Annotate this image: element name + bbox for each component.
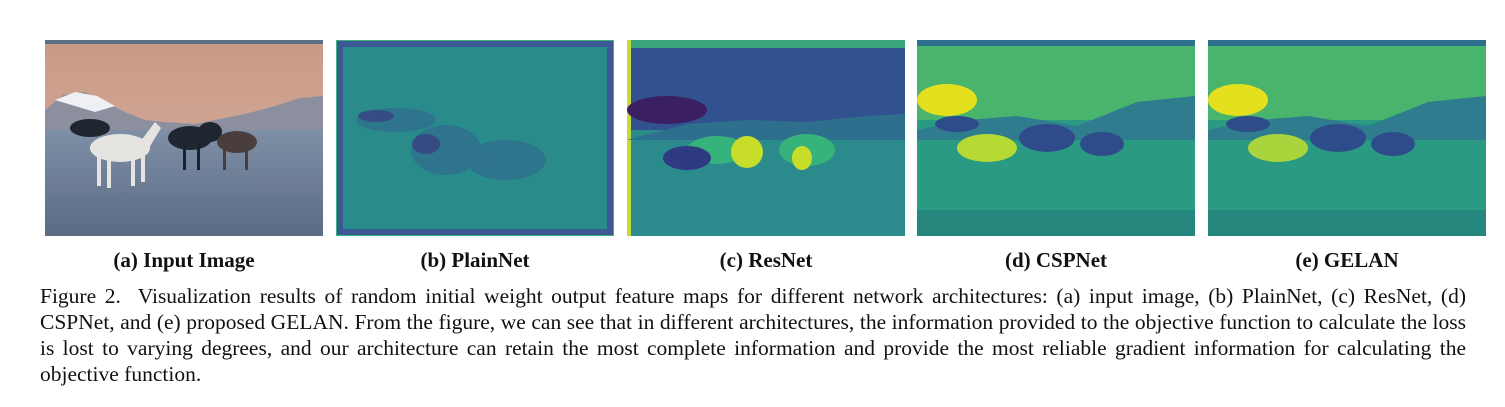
subfigure-label-d: (d) CSPNet: [1004, 248, 1108, 272]
resnet-feature-map: [627, 40, 905, 236]
cspnet-heatmap: [917, 40, 1195, 236]
plainnet-heatmap: [336, 40, 614, 236]
input-image-horses: [45, 40, 323, 236]
figure-caption: Figure 2. Visualization results of rando…: [40, 283, 1466, 387]
input-image-panel: [45, 40, 323, 236]
subfigure-label-a: (a) Input Image: [113, 248, 255, 272]
subfigure-label-e: (e) GELAN: [1295, 248, 1399, 272]
plainnet-feature-map: [336, 40, 614, 236]
subfigure-label-c: (c) ResNet: [719, 248, 813, 272]
caption-text: Visualization results of random initial …: [40, 284, 1466, 386]
figure-panels: (a) Input Image (b) PlainNet (c) ResNet …: [45, 40, 1486, 272]
resnet-heatmap: [627, 40, 905, 236]
gelan-heatmap: [1208, 40, 1486, 236]
figure-number: Figure 2.: [40, 284, 121, 308]
cspnet-feature-map: [917, 40, 1195, 236]
subfigure-label-b: (b) PlainNet: [420, 248, 530, 272]
gelan-feature-map: [1208, 40, 1486, 236]
